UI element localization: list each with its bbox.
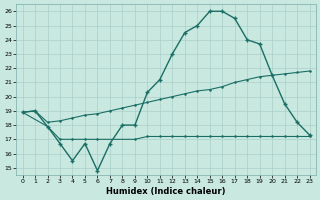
X-axis label: Humidex (Indice chaleur): Humidex (Indice chaleur): [106, 187, 226, 196]
